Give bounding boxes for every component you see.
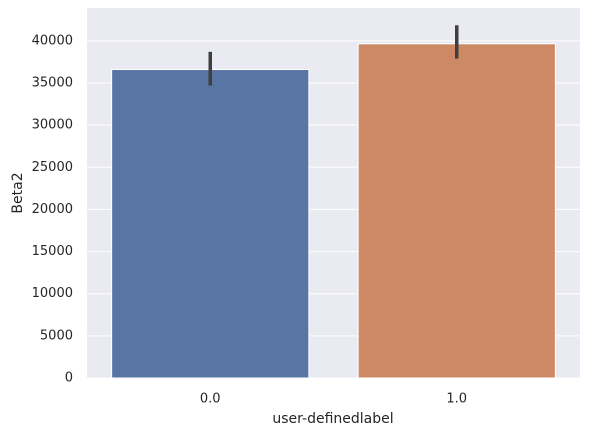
- y-tick-label: 35000: [32, 76, 73, 91]
- x-axis-label: user-definedlabel: [272, 411, 393, 427]
- y-tick-label: 25000: [32, 160, 73, 175]
- x-tick-label: 0.0: [200, 392, 221, 407]
- bar: [111, 69, 310, 379]
- y-tick-label: 20000: [32, 202, 73, 217]
- y-tick-label: 40000: [32, 33, 73, 48]
- x-tick-label: 1.0: [446, 392, 467, 407]
- y-tick-label: 30000: [32, 118, 73, 133]
- marks: [111, 25, 556, 379]
- y-tick-label: 5000: [40, 328, 73, 343]
- bar: [357, 43, 556, 379]
- y-axis-label: Beta2: [10, 172, 26, 213]
- y-tick-label: 0: [65, 371, 73, 386]
- y-tick-label: 10000: [32, 286, 73, 301]
- y-tick-label: 15000: [32, 244, 73, 259]
